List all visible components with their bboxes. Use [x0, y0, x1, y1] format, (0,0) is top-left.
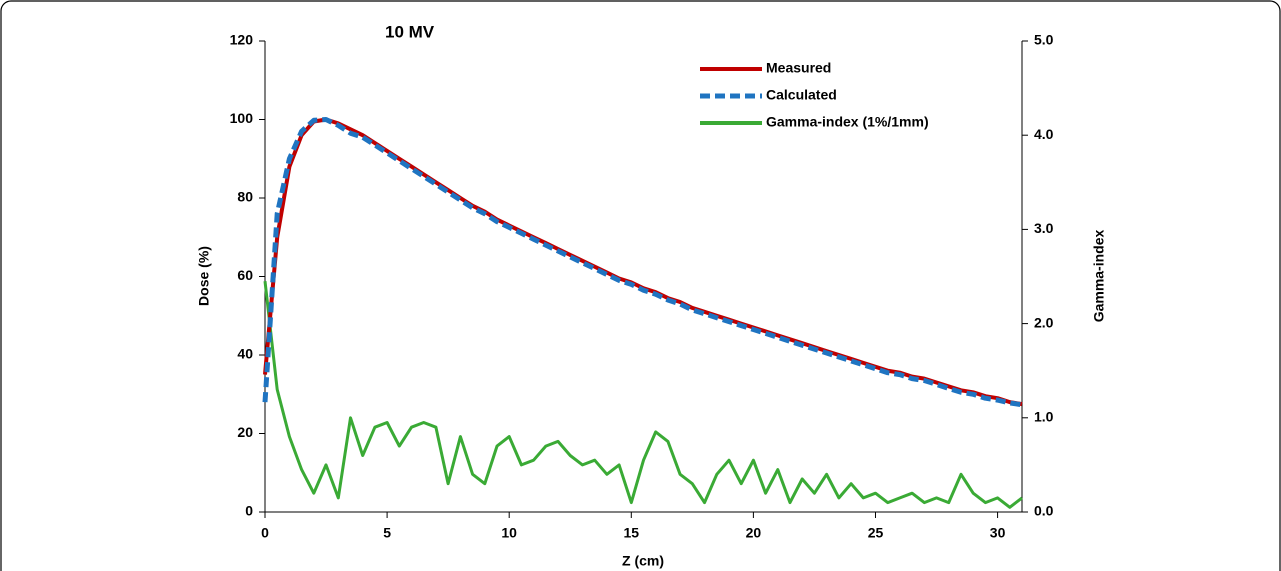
legend-label: Measured [766, 60, 831, 76]
x-tick-label: 5 [383, 525, 391, 541]
annotation: 10 MV [385, 22, 435, 41]
y-tick-label: 60 [237, 267, 253, 283]
series-line [263, 281, 1023, 509]
y2-tick-label: 5.0 [1034, 32, 1054, 48]
series-line [263, 117, 1023, 407]
y-tick-label: 120 [230, 32, 254, 48]
x-tick-label: 10 [501, 525, 517, 541]
y2-tick-label: 3.0 [1034, 220, 1054, 236]
x-tick-label: 15 [624, 525, 640, 541]
y2-tick-label: 0.0 [1034, 503, 1054, 519]
y-tick-label: 40 [237, 346, 253, 362]
y2-tick-label: 1.0 [1034, 409, 1054, 425]
y-tick-label: 100 [230, 110, 254, 126]
legend-label: Calculated [766, 87, 837, 103]
x-tick-label: 20 [746, 525, 762, 541]
x-tick-label: 0 [261, 525, 269, 541]
y-tick-label: 20 [237, 424, 253, 440]
y2-tick-label: 4.0 [1034, 126, 1054, 142]
x-tick-label: 25 [868, 525, 884, 541]
y-tick-label: 80 [237, 189, 253, 205]
series-line [262, 117, 1023, 408]
y-axis-label: Dose (%) [196, 246, 212, 306]
x-axis-label: Z (cm) [622, 553, 664, 569]
y-tick-label: 0 [245, 503, 253, 519]
y2-tick-label: 2.0 [1034, 314, 1054, 330]
legend-label: Gamma-index (1%/1mm) [766, 114, 929, 130]
y2-axis-label: Gamma-index [1091, 229, 1107, 322]
x-tick-label: 30 [990, 525, 1006, 541]
